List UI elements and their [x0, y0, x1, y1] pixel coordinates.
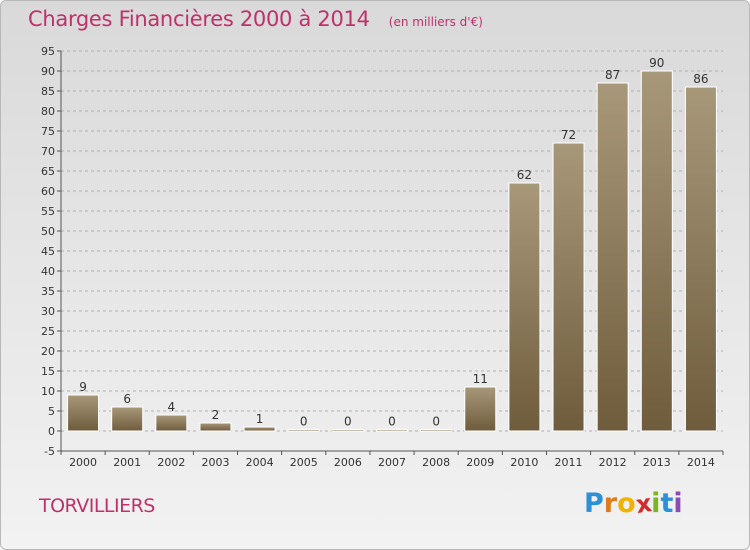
logo-letter: t — [660, 488, 674, 519]
data-label: 4 — [168, 400, 176, 414]
x-tick-label: 2003 — [201, 456, 229, 469]
y-tick-label: 0 — [48, 425, 55, 438]
y-tick-label: 40 — [41, 265, 55, 278]
y-tick-label: 90 — [41, 65, 55, 78]
data-label: 0 — [432, 415, 440, 429]
y-tick-label: 25 — [41, 325, 55, 338]
title-row: Charges Financières 2000 à 2014 (en mill… — [28, 7, 483, 31]
x-tick-label: 2010 — [510, 456, 538, 469]
data-label: 11 — [473, 372, 488, 386]
y-tick-label: 75 — [41, 125, 55, 138]
bar-2010 — [508, 182, 541, 432]
bar-2001 — [111, 406, 144, 432]
y-tick-label: 80 — [41, 105, 55, 118]
y-tick-label: 95 — [41, 45, 55, 58]
y-tick-label: 15 — [41, 365, 55, 378]
bars — [67, 70, 717, 432]
data-label: 87 — [605, 68, 620, 82]
data-label: 72 — [561, 128, 576, 142]
y-tick-label: 85 — [41, 85, 55, 98]
bar-2007 — [376, 429, 408, 432]
x-tick-label: 2000 — [69, 456, 97, 469]
logo-letter: i — [651, 488, 661, 519]
data-label: 2 — [212, 408, 220, 422]
data-label: 0 — [388, 415, 396, 429]
data-label: 86 — [693, 72, 708, 86]
y-tick-label: 65 — [41, 165, 55, 178]
data-label: 9 — [79, 380, 87, 394]
y-tick-label: 45 — [41, 245, 55, 258]
x-tick-label: 2001 — [113, 456, 141, 469]
data-label: 0 — [344, 415, 352, 429]
bar-2013 — [640, 70, 673, 432]
bar-2012 — [596, 82, 629, 432]
x-tick-label: 2007 — [378, 456, 406, 469]
y-tick-label: 20 — [41, 345, 55, 358]
x-tick-label: 2013 — [643, 456, 671, 469]
data-label: 90 — [649, 56, 664, 70]
y-tick-label: -5 — [44, 445, 55, 458]
chart-title: Charges Financières 2000 à 2014 — [28, 7, 370, 31]
y-tick-label: 5 — [48, 405, 55, 418]
bar-2011 — [552, 142, 585, 432]
logo-letter: x — [633, 489, 654, 519]
chart-unit: (en milliers d'€) — [388, 15, 483, 29]
x-tick-label: 2014 — [687, 456, 715, 469]
bar-2006 — [331, 429, 364, 432]
logo-letter: P — [584, 488, 604, 519]
bar-2004 — [243, 426, 276, 432]
bar-2008 — [420, 429, 453, 432]
logo-letter: r — [603, 488, 618, 519]
x-tick-label: 2002 — [157, 456, 185, 469]
y-tick-label: 10 — [41, 385, 55, 398]
data-label: 1 — [256, 412, 264, 426]
bar-2000 — [67, 394, 100, 432]
y-tick-label: 55 — [41, 205, 55, 218]
x-tick-label: 2012 — [599, 456, 627, 469]
x-tick-label: 2006 — [334, 456, 362, 469]
data-label: 6 — [123, 392, 131, 406]
x-tick-label: 2011 — [555, 456, 583, 469]
y-tick-label: 50 — [41, 225, 55, 238]
town-name: TORVILLIERS — [39, 495, 155, 517]
data-label: 62 — [517, 168, 532, 182]
proxiti-logo[interactable]: Proxiti — [584, 488, 683, 519]
x-tick-label: 2004 — [246, 456, 274, 469]
x-tick-label: 2005 — [290, 456, 318, 469]
bar-2009 — [464, 386, 497, 432]
x-tick-label: 2008 — [422, 456, 450, 469]
logo-letter: o — [617, 488, 636, 519]
bar-2002 — [155, 414, 188, 432]
y-tick-label: 70 — [41, 145, 55, 158]
logo-letter: i — [673, 488, 683, 519]
data-label: 0 — [300, 415, 308, 429]
y-tick-label: 35 — [41, 285, 55, 298]
y-tick-label: 60 — [41, 185, 55, 198]
labels: 2000 9 2001 6 2002 4 2003 2 2004 1 2005 0 2006 0 2007 0… — [69, 56, 715, 469]
bar-2003 — [199, 422, 232, 432]
bar-2014 — [684, 86, 717, 432]
y-tick-label: 30 — [41, 305, 55, 318]
x-tick-label: 2009 — [466, 456, 494, 469]
bar-2005 — [287, 429, 320, 432]
